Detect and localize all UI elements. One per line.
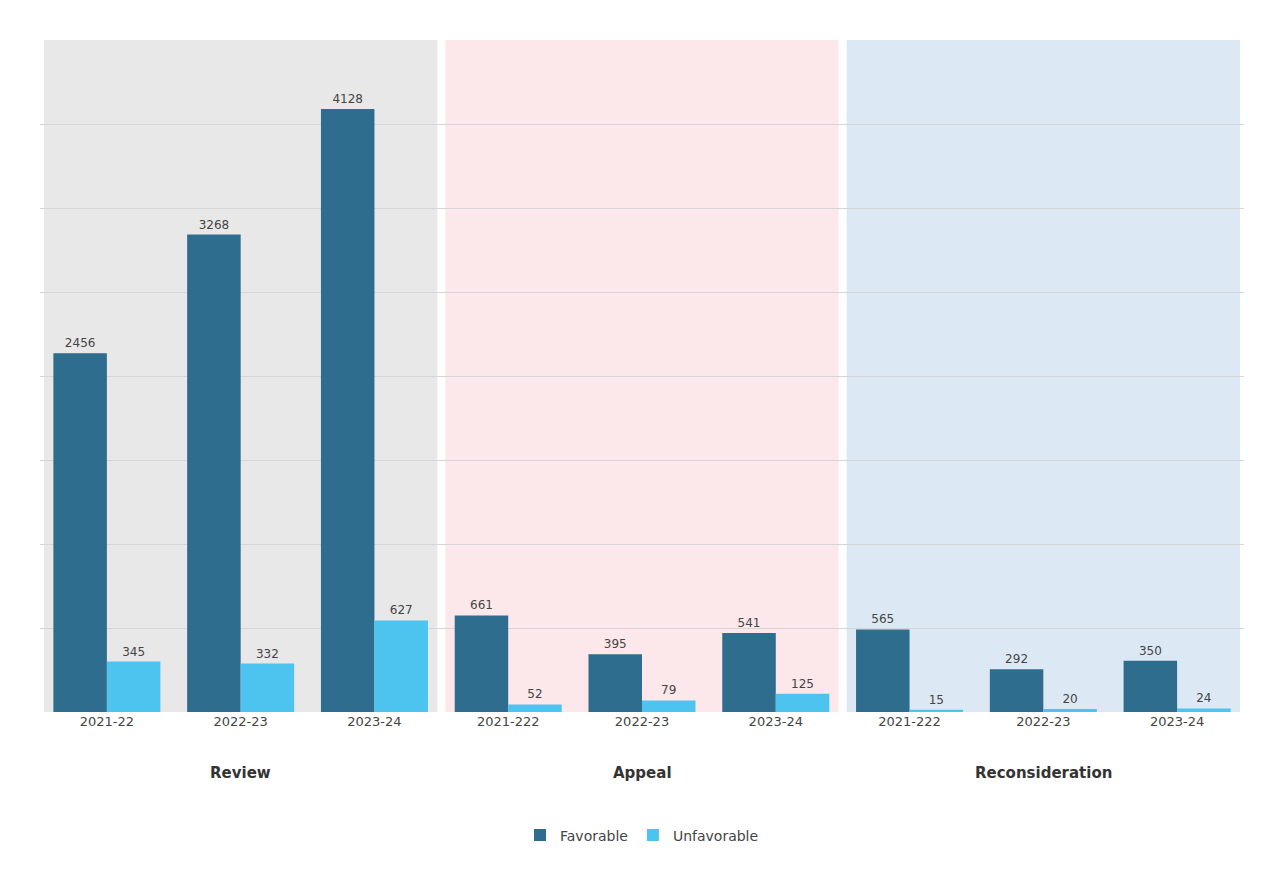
svg-text:565: 565 (871, 612, 894, 626)
svg-text:3268: 3268 (199, 218, 230, 232)
svg-text:627: 627 (390, 603, 413, 617)
svg-text:Appeal: Appeal (613, 764, 672, 782)
svg-text:2021-222: 2021-222 (477, 714, 540, 729)
svg-text:345: 345 (122, 645, 145, 659)
svg-text:2456: 2456 (65, 336, 96, 350)
svg-text:2021-22: 2021-22 (80, 714, 134, 729)
svg-text:Reconsideration: Reconsideration (975, 764, 1112, 782)
svg-text:79: 79 (661, 683, 676, 697)
svg-text:2022-23: 2022-23 (615, 714, 669, 729)
svg-text:125: 125 (791, 677, 814, 691)
svg-text:2023-24: 2023-24 (347, 714, 401, 729)
svg-text:20: 20 (1062, 692, 1077, 706)
svg-text:2022-23: 2022-23 (1016, 714, 1070, 729)
svg-text:24: 24 (1196, 691, 1211, 705)
svg-text:395: 395 (604, 637, 627, 651)
svg-text:Unfavorable: Unfavorable (673, 828, 758, 844)
svg-text:2023-24: 2023-24 (749, 714, 803, 729)
svg-text:15: 15 (929, 693, 944, 707)
svg-text:2021-222: 2021-222 (878, 714, 941, 729)
svg-text:2022-23: 2022-23 (214, 714, 268, 729)
svg-text:541: 541 (738, 616, 761, 630)
svg-text:Review: Review (210, 764, 271, 782)
svg-text:661: 661 (470, 598, 493, 612)
svg-text:2023-24: 2023-24 (1150, 714, 1204, 729)
svg-text:4128: 4128 (332, 92, 363, 106)
svg-text:332: 332 (256, 647, 279, 661)
svg-text:52: 52 (527, 687, 542, 701)
svg-text:292: 292 (1005, 652, 1028, 666)
svg-text:350: 350 (1139, 644, 1162, 658)
svg-text:Favorable: Favorable (560, 828, 628, 844)
